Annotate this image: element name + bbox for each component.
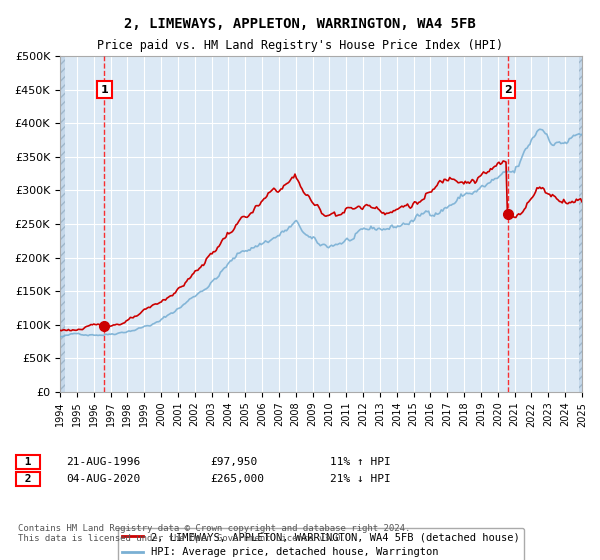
Text: 2, LIMEWAYS, APPLETON, WARRINGTON, WA4 5FB: 2, LIMEWAYS, APPLETON, WARRINGTON, WA4 5…: [124, 17, 476, 31]
Text: Contains HM Land Registry data © Crown copyright and database right 2024.
This d: Contains HM Land Registry data © Crown c…: [18, 524, 410, 543]
Text: Price paid vs. HM Land Registry's House Price Index (HPI): Price paid vs. HM Land Registry's House …: [97, 39, 503, 52]
Text: 21% ↓ HPI: 21% ↓ HPI: [330, 474, 391, 484]
Text: 11% ↑ HPI: 11% ↑ HPI: [330, 457, 391, 467]
Text: 1: 1: [101, 85, 109, 95]
Text: £97,950: £97,950: [210, 457, 257, 467]
Bar: [578, 56, 587, 392]
Text: 04-AUG-2020: 04-AUG-2020: [66, 474, 140, 484]
Text: 1: 1: [18, 457, 38, 467]
Text: £265,000: £265,000: [210, 474, 264, 484]
Text: 2: 2: [504, 85, 512, 95]
Bar: [60, 56, 65, 392]
Text: 21-AUG-1996: 21-AUG-1996: [66, 457, 140, 467]
Text: 2: 2: [18, 474, 38, 484]
Legend: 2, LIMEWAYS, APPLETON, WARRINGTON, WA4 5FB (detached house), HPI: Average price,: 2, LIMEWAYS, APPLETON, WARRINGTON, WA4 5…: [118, 528, 524, 560]
